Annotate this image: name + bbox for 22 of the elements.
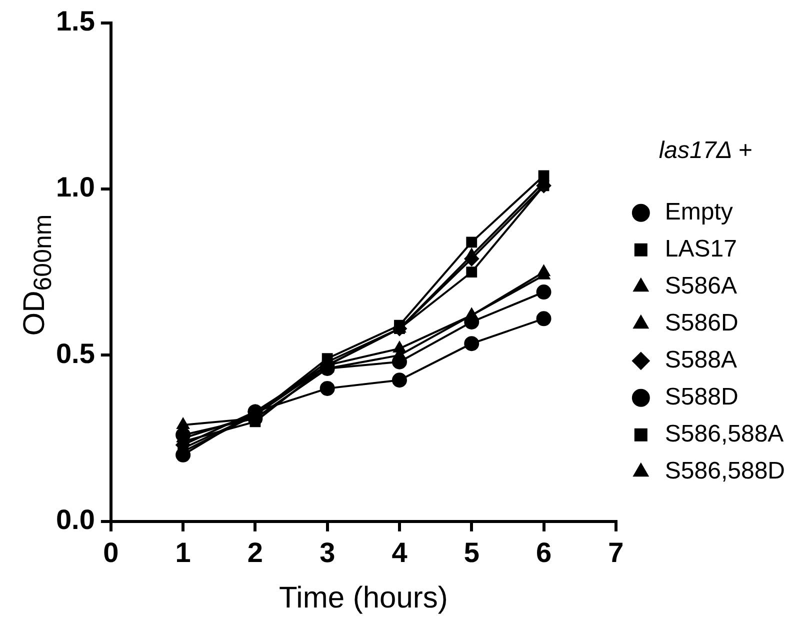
legend-label: S586D (664, 310, 738, 337)
legend-title: las17Δ + (658, 136, 752, 164)
legend-label: LAS17 (664, 236, 737, 263)
x-tick-label: 6 (536, 536, 552, 568)
y-tick-label: 1.0 (56, 172, 95, 203)
legend-label: S586,588A (664, 420, 784, 448)
legend-label: S588D (664, 384, 738, 411)
x-tick-label: 0 (103, 536, 119, 568)
x-axis-title: Time (hours) (278, 581, 448, 614)
y-tick-label: 0.5 (56, 338, 95, 369)
legend-label: Empty (664, 198, 733, 226)
legend-label: S588A (664, 346, 737, 374)
x-tick-label: 3 (320, 536, 336, 568)
x-tick-label: 2 (247, 536, 263, 568)
legend-label: S586A (664, 272, 737, 300)
x-tick-label: 4 (392, 536, 408, 568)
y-tick-label: 1.5 (56, 6, 95, 37)
x-tick-label: 1 (175, 536, 191, 568)
x-tick-label: 7 (608, 536, 624, 568)
legend-label: S586,588D (664, 458, 785, 485)
x-tick-label: 5 (464, 536, 480, 568)
y-tick-label: 0.0 (56, 504, 95, 536)
